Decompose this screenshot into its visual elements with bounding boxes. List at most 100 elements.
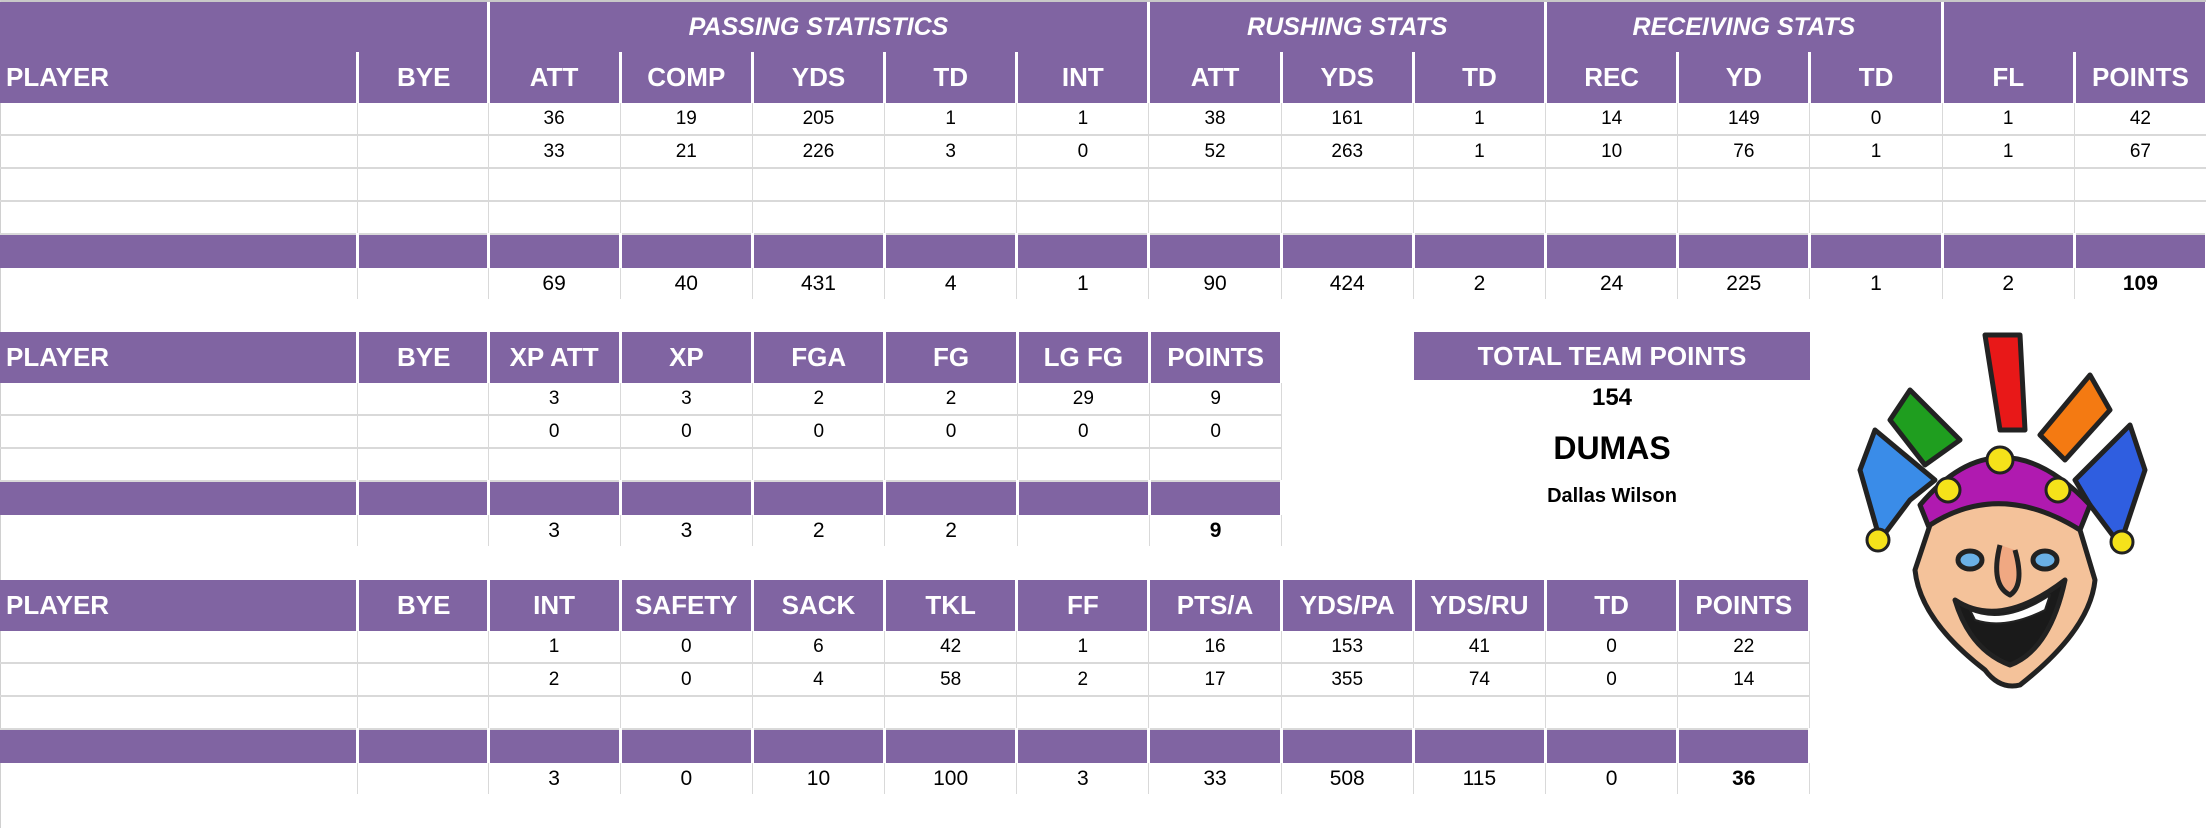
column-header-bye: BYE	[357, 52, 490, 103]
cell-yd: 149	[1677, 103, 1811, 136]
cell-fl: 1	[1942, 135, 2075, 169]
cell-safety: 0	[620, 631, 753, 664]
column-header-td: TD	[1545, 580, 1680, 631]
cell-ff	[1016, 696, 1150, 730]
cell-yds: 263	[1281, 135, 1414, 169]
separator-row	[0, 729, 1812, 763]
cell-yds: 161	[1281, 103, 1414, 136]
cell-pts-a	[1148, 696, 1282, 730]
separator-cell	[1942, 234, 2076, 268]
cell-yd	[1677, 168, 1811, 202]
column-header-safety: SAFETY	[620, 580, 754, 631]
total-points: 109	[2074, 268, 2206, 299]
cell-points	[1677, 696, 1811, 730]
cell-int	[488, 696, 621, 730]
defense-table: PLAYER BYE INT SAFETY SACK TKL FF PTS/A YDS/PA YD…	[0, 580, 1812, 794]
cell-player	[0, 631, 358, 664]
cell-att	[488, 201, 621, 235]
total-td: 2	[1413, 268, 1547, 299]
separator-cell	[1677, 234, 1812, 268]
separator-row	[0, 481, 1284, 515]
total-td: 0	[1545, 763, 1679, 794]
cell-lg-fg: 29	[1017, 383, 1150, 416]
group-header-row: PASSING STATISTICS RUSHING STATS RECEIVING…	[0, 2, 2206, 52]
cell-fl	[1942, 168, 2075, 202]
cell-yds	[752, 168, 886, 202]
column-header-bye: BYE	[357, 332, 490, 383]
cell-pts-a: 17	[1148, 663, 1282, 697]
table-row	[0, 201, 2206, 235]
cell-points	[2074, 168, 2206, 202]
separator-cell	[1149, 481, 1284, 515]
cell-att	[1148, 168, 1282, 202]
cell-rec: 10	[1545, 135, 1679, 169]
total-safety: 0	[620, 763, 753, 794]
group-header-blank	[0, 2, 490, 52]
total-yd: 225	[1677, 268, 1811, 299]
column-header-pts-a: PTS/A	[1148, 580, 1283, 631]
table-row: 3 3 2 2 29 9	[0, 383, 1283, 416]
cell-points: 67	[2074, 135, 2206, 169]
cell-td	[1413, 201, 1547, 235]
cell-td: 0	[1545, 663, 1679, 697]
cell-td: 0	[1545, 631, 1679, 664]
column-header-player: PLAYER	[0, 52, 359, 103]
column-header-points: POINTS	[2074, 52, 2206, 103]
cell-fl: 1	[1942, 103, 2075, 136]
cell-yds-pa	[1281, 696, 1414, 730]
cell-att: 36	[488, 103, 621, 136]
cell-player	[0, 696, 358, 730]
cell-ff: 1	[1016, 631, 1150, 664]
cell-int: 0	[1016, 135, 1150, 169]
kicking-table: PLAYER BYE XP ATT XP FGA FG LG FG POINTS 3 3 2 2 29 9…	[0, 332, 1284, 546]
separator-cell	[752, 234, 887, 268]
column-header-yds: YDS	[1281, 52, 1415, 103]
cell-points: 22	[1677, 631, 1811, 664]
total-td: 4	[884, 268, 1018, 299]
separator-cell	[2074, 234, 2206, 268]
column-header-td: TD	[1413, 52, 1548, 103]
total-player	[0, 268, 358, 299]
cell-yds-ru	[1413, 696, 1547, 730]
separator-cell	[488, 234, 622, 268]
table-row	[0, 448, 1283, 482]
cell-bye	[357, 663, 489, 697]
cell-bye	[357, 448, 489, 482]
cell-bye	[357, 168, 489, 202]
cell-td	[1809, 201, 1943, 235]
separator-cell	[488, 481, 622, 515]
total-fga: 2	[752, 515, 886, 546]
cell-yds: 205	[752, 103, 886, 136]
total-ff: 3	[1016, 763, 1150, 794]
cell-att: 38	[1148, 103, 1282, 136]
cell-yds-ru: 41	[1413, 631, 1547, 664]
column-header-lg-fg: LG FG	[1017, 332, 1151, 383]
separator-cell	[1677, 729, 1812, 763]
cell-points: 0	[1149, 415, 1283, 449]
total-yds-pa: 508	[1281, 763, 1414, 794]
separator-cell	[1545, 234, 1680, 268]
jester-mascot-icon	[1857, 332, 2148, 689]
cell-att	[1148, 201, 1282, 235]
separator-cell	[884, 481, 1019, 515]
separator-cell	[620, 481, 755, 515]
separator-cell	[1017, 481, 1151, 515]
column-header-yds-ru: YDS/RU	[1413, 580, 1548, 631]
separator-cell	[1148, 729, 1283, 763]
total-int: 3	[488, 763, 621, 794]
column-header-td: TD	[884, 52, 1019, 103]
cell-yds-pa: 355	[1281, 663, 1414, 697]
cell-lg-fg: 0	[1017, 415, 1150, 449]
cell-fg	[884, 448, 1018, 482]
separator-cell	[488, 729, 622, 763]
cell-xp	[620, 448, 754, 482]
cell-yds	[752, 201, 886, 235]
cell-xp: 3	[620, 383, 754, 416]
group-header-passing-statistics: PASSING STATISTICS	[488, 2, 1151, 52]
cell-yd: 76	[1677, 135, 1811, 169]
offense-table: PASSING STATISTICS RUSHING STATS RECEIVING…	[0, 2, 2206, 299]
cell-fg: 2	[884, 383, 1018, 416]
column-header-player: PLAYER	[0, 332, 359, 383]
cell-ff: 2	[1016, 663, 1150, 697]
